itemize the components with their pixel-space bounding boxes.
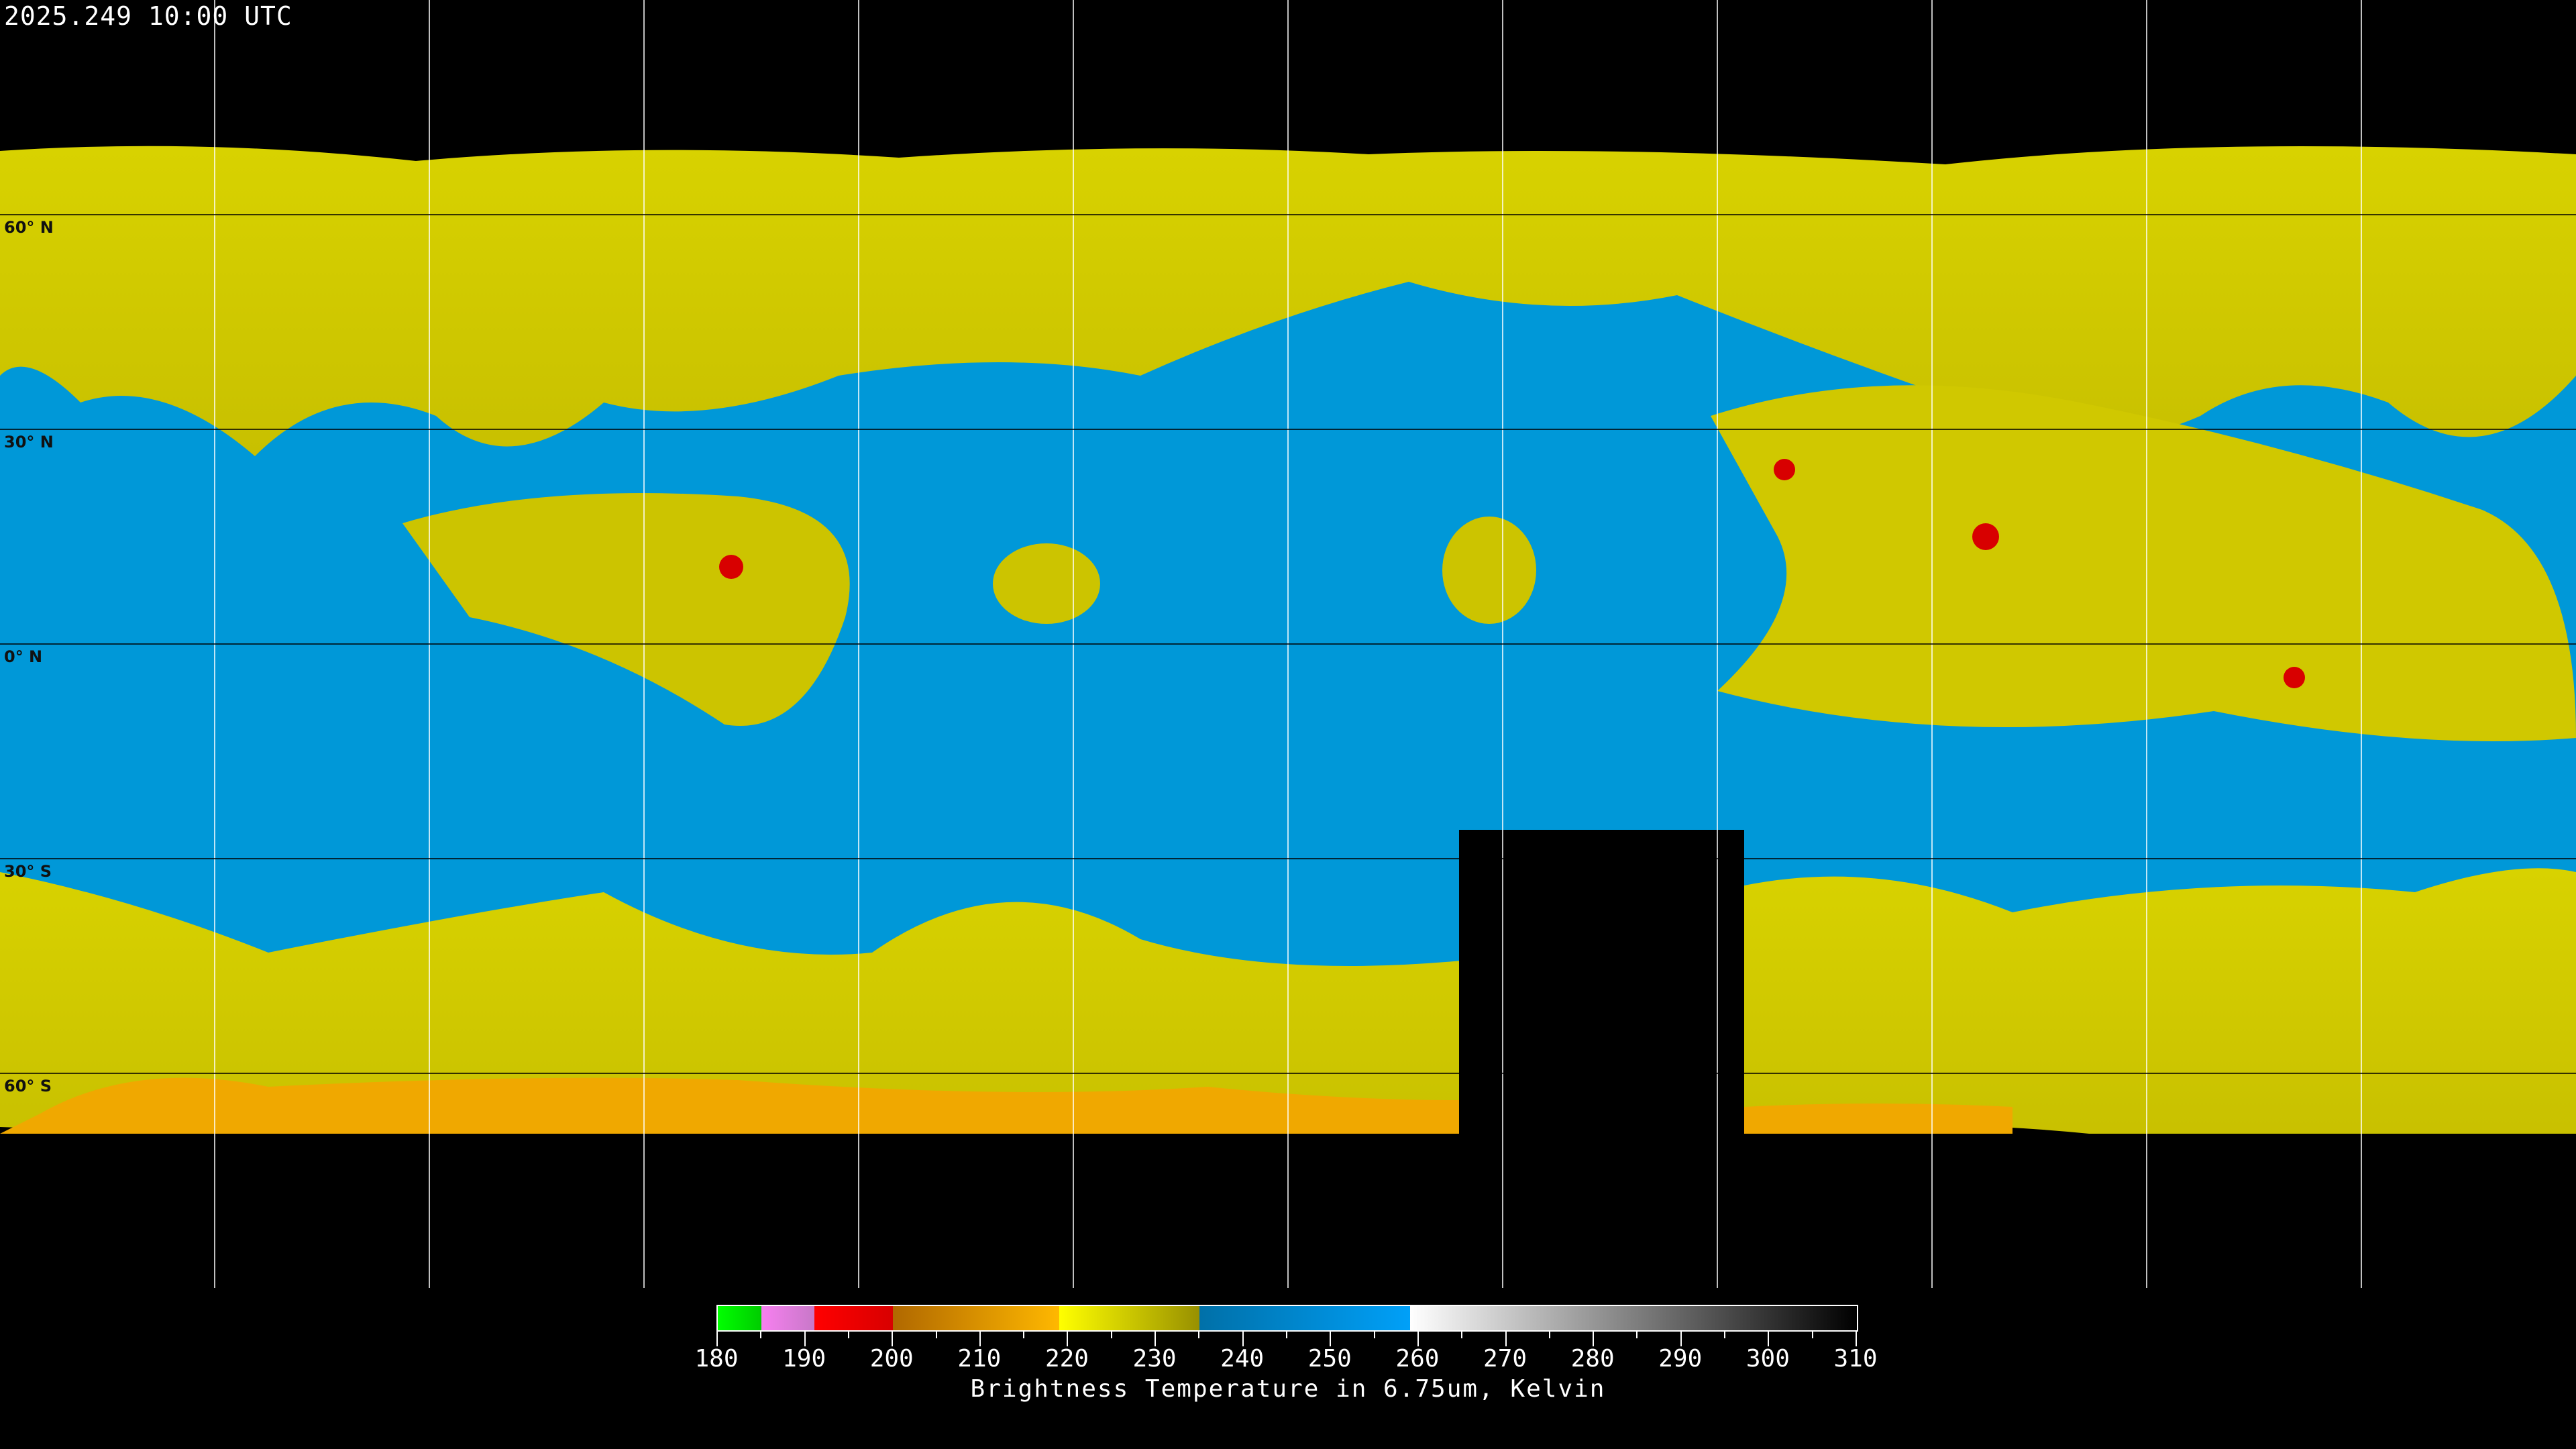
colorbar-tick-label: 260 (1395, 1345, 1440, 1373)
colorbar-segment (814, 1306, 894, 1330)
colorbar-tick (1461, 1332, 1463, 1338)
tropical-convection-asia (1711, 385, 2576, 741)
convection-core (1972, 523, 1999, 550)
colorbar-tick (1110, 1332, 1112, 1338)
colorbar-tick (1242, 1332, 1244, 1346)
colorbar-tick-label: 300 (1746, 1345, 1790, 1373)
colorbar-tick-label: 290 (1658, 1345, 1703, 1373)
cold-cloud-south (0, 1077, 1459, 1140)
lat-label-60s: 60° S (4, 1077, 52, 1095)
lat-label-60n: 60° N (4, 218, 54, 237)
lat-label-30s: 30° S (4, 862, 52, 881)
colorbar-label: Brightness Temperature in 6.75um, Kelvin (970, 1375, 1606, 1403)
convection-africa (993, 543, 1100, 624)
tropical-convection-americas (402, 493, 850, 726)
colorbar-tick (1286, 1332, 1287, 1338)
cold-cloud-south (1744, 1104, 2012, 1140)
colorbar-tick (847, 1332, 849, 1338)
colorbar-tick (1155, 1332, 1157, 1346)
colorbar-tick-label: 280 (1570, 1345, 1615, 1373)
colorbar-tick (935, 1332, 937, 1338)
colorbar-tick (1768, 1332, 1770, 1346)
colorbar-tick (716, 1332, 718, 1346)
colorbar-tick (1067, 1332, 1069, 1346)
colorbar-tick (1636, 1332, 1638, 1338)
colorbar-tick-label: 240 (1220, 1345, 1265, 1373)
timestamp-title: 2025.249 10:00 UTC (4, 1, 292, 31)
colorbar-tick-label: 200 (869, 1345, 914, 1373)
water-vapor-map (0, 0, 2576, 1288)
colorbar-tick (760, 1332, 762, 1338)
colorbar-tick (1505, 1332, 1507, 1346)
colorbar-tick (1724, 1332, 1726, 1338)
convection-core (1774, 459, 1795, 480)
colorbar-segment (761, 1306, 814, 1330)
colorbar-tick-label: 230 (1132, 1345, 1177, 1373)
colorbar-tick (804, 1332, 806, 1346)
graticule (0, 0, 2576, 1288)
colorbar-tick (1680, 1332, 1682, 1346)
colorbar (716, 1305, 1858, 1332)
colorbar-tick-label: 270 (1483, 1345, 1527, 1373)
colorbar-tick-label: 310 (1833, 1345, 1878, 1373)
colorbar-tick (1811, 1332, 1813, 1338)
colorbar-tick-label: 210 (957, 1345, 1002, 1373)
colorbar-segment (893, 1306, 1060, 1330)
colorbar-tick-label: 220 (1044, 1345, 1089, 1373)
colorbar-tick (1373, 1332, 1375, 1338)
colorbar-tick (892, 1332, 894, 1346)
colorbar-tick (1548, 1332, 1550, 1338)
convection-core (719, 555, 743, 579)
colorbar-tick (1593, 1332, 1595, 1346)
colorbar-tick (979, 1332, 981, 1346)
colorbar-tick (1417, 1332, 1419, 1346)
colorbar-tick (1198, 1332, 1200, 1338)
missing-data-region (1459, 830, 1744, 1145)
convection-core (2284, 667, 2305, 688)
colorbar-tick-label: 190 (782, 1345, 826, 1373)
colorbar-ticks: 180 190 200 210 220 230 240 250 260 270 280 290 300 3… (694, 1332, 1878, 1392)
lat-label-0: 0° N (4, 647, 43, 666)
colorbar-tick (1856, 1332, 1857, 1346)
colorbar-segment (1059, 1306, 1200, 1330)
colorbar-tick-label: 180 (694, 1345, 739, 1373)
convection-africa (1442, 517, 1536, 624)
colorbar-segment (1199, 1306, 1410, 1330)
colorbar-segment (718, 1306, 762, 1330)
lat-label-30n: 30° N (4, 433, 54, 451)
colorbar-tick (1330, 1332, 1332, 1346)
colorbar-tick-label: 250 (1307, 1345, 1352, 1373)
colorbar-tick (1023, 1332, 1025, 1338)
colorbar-segment (1409, 1306, 1857, 1330)
